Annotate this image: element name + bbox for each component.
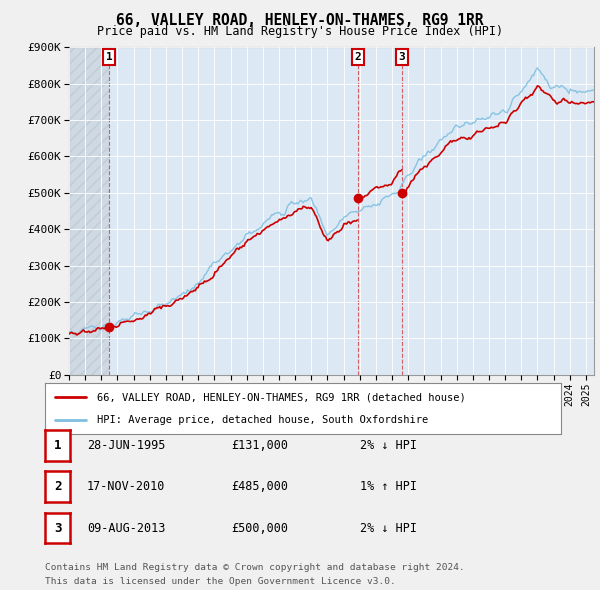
Text: 1% ↑ HPI: 1% ↑ HPI xyxy=(360,480,417,493)
Text: £131,000: £131,000 xyxy=(231,439,288,452)
Text: £500,000: £500,000 xyxy=(231,522,288,535)
Text: Price paid vs. HM Land Registry's House Price Index (HPI): Price paid vs. HM Land Registry's House … xyxy=(97,25,503,38)
Text: 2% ↓ HPI: 2% ↓ HPI xyxy=(360,439,417,452)
Text: 1: 1 xyxy=(106,52,113,62)
Text: Contains HM Land Registry data © Crown copyright and database right 2024.: Contains HM Land Registry data © Crown c… xyxy=(45,563,465,572)
Text: 09-AUG-2013: 09-AUG-2013 xyxy=(87,522,166,535)
Text: 2% ↓ HPI: 2% ↓ HPI xyxy=(360,522,417,535)
Text: HPI: Average price, detached house, South Oxfordshire: HPI: Average price, detached house, Sout… xyxy=(97,415,428,425)
Text: 66, VALLEY ROAD, HENLEY-ON-THAMES, RG9 1RR (detached house): 66, VALLEY ROAD, HENLEY-ON-THAMES, RG9 1… xyxy=(97,392,466,402)
Text: 3: 3 xyxy=(398,52,406,62)
Bar xyxy=(69,47,109,375)
Text: This data is licensed under the Open Government Licence v3.0.: This data is licensed under the Open Gov… xyxy=(45,577,396,586)
Text: 17-NOV-2010: 17-NOV-2010 xyxy=(87,480,166,493)
Text: 2: 2 xyxy=(355,52,361,62)
Text: 28-JUN-1995: 28-JUN-1995 xyxy=(87,439,166,452)
Text: 2: 2 xyxy=(54,480,61,493)
Text: 3: 3 xyxy=(54,522,61,535)
Text: £485,000: £485,000 xyxy=(231,480,288,493)
Text: 1: 1 xyxy=(54,439,61,452)
Text: 66, VALLEY ROAD, HENLEY-ON-THAMES, RG9 1RR: 66, VALLEY ROAD, HENLEY-ON-THAMES, RG9 1… xyxy=(116,13,484,28)
